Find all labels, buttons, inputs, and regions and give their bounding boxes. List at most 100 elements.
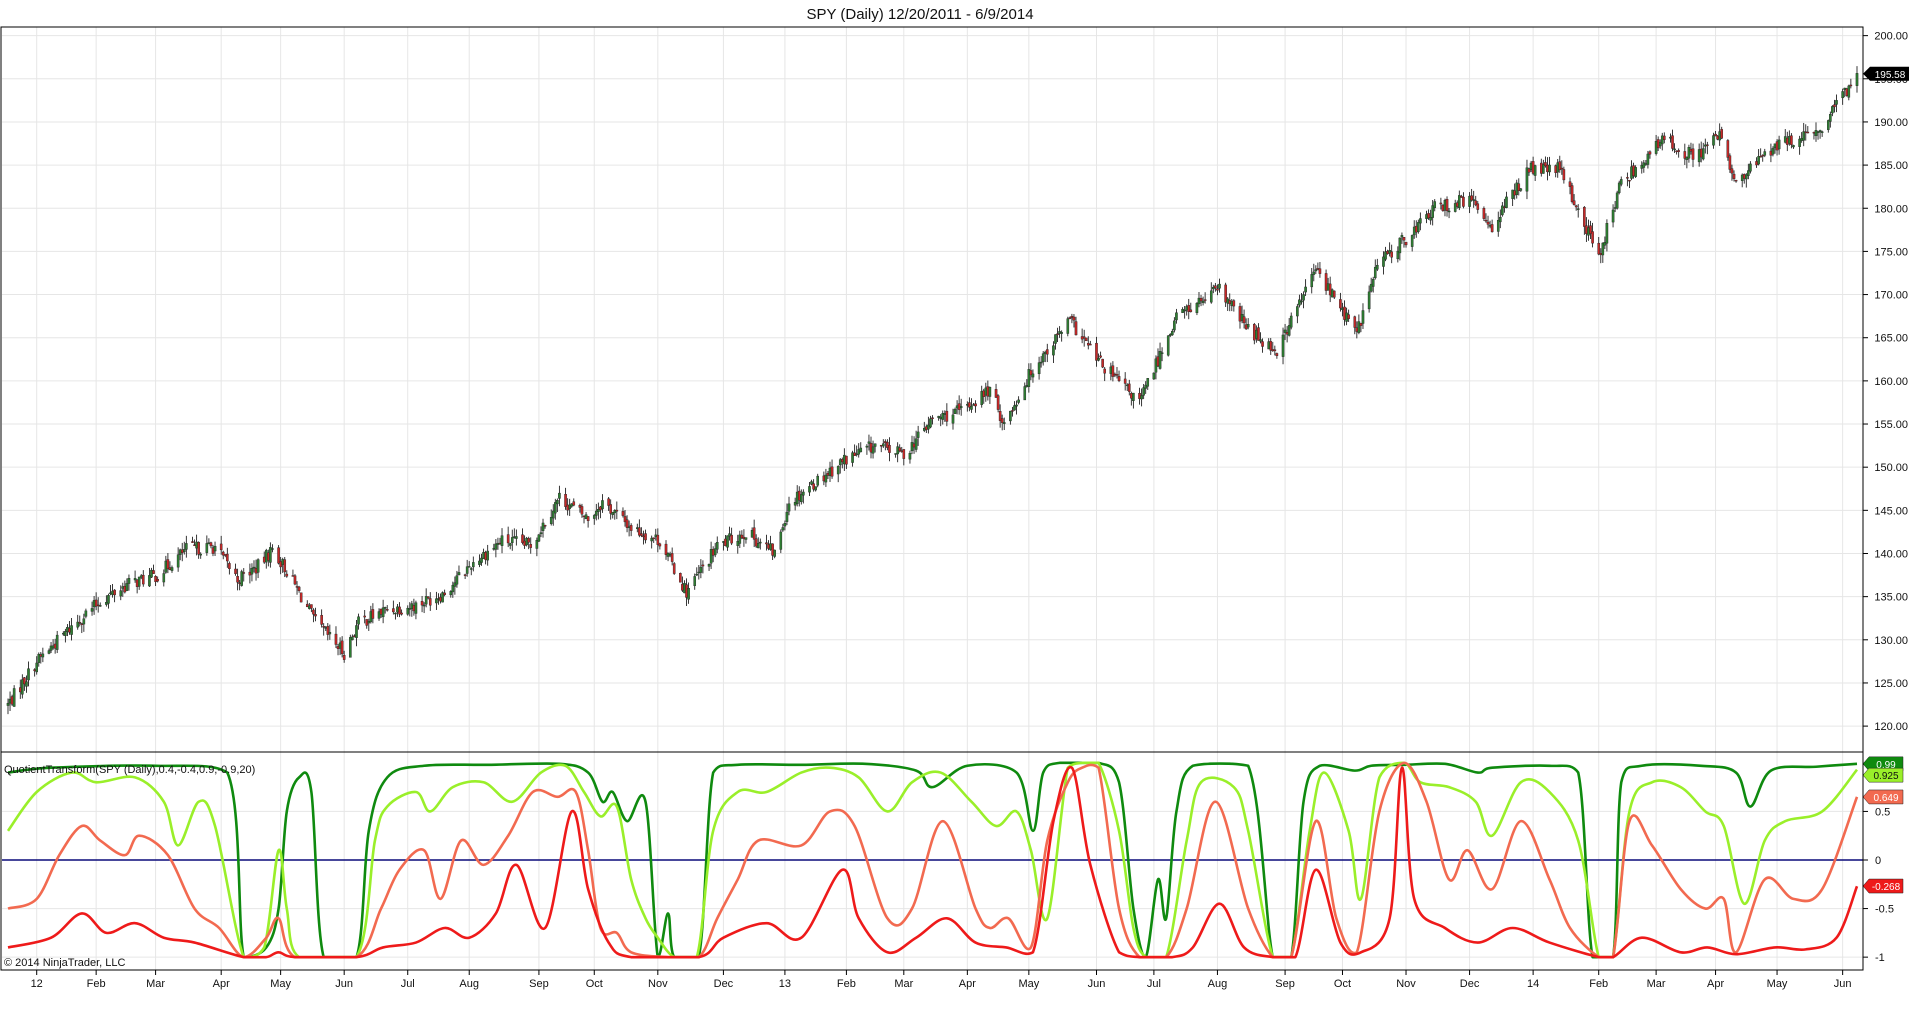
candle-body: [785, 511, 789, 522]
candle-body: [443, 592, 446, 596]
candle-body: [1427, 213, 1430, 219]
time-tick-label: Nov: [648, 978, 668, 990]
candle-body: [1171, 331, 1174, 336]
candle-body: [1798, 138, 1801, 147]
candle-body: [197, 542, 200, 555]
time-tick-label: Mar: [894, 978, 913, 990]
price-tick-label: 180.00: [1874, 203, 1908, 215]
price-tick-label: 155.00: [1874, 419, 1908, 431]
candle-body: [1216, 288, 1219, 291]
candle-body: [644, 533, 647, 541]
candle-body: [1576, 208, 1580, 210]
candle-body: [914, 438, 918, 450]
candle-body: [1474, 200, 1478, 206]
candle-body: [25, 681, 28, 687]
candle-body: [629, 525, 633, 531]
candle-body: [1726, 140, 1730, 158]
candle-body: [1628, 179, 1631, 182]
indicator-value-flag-label: -0.268: [1872, 882, 1901, 893]
candle-body: [1203, 299, 1207, 301]
candle-body: [1603, 242, 1607, 246]
candle-body: [1232, 300, 1236, 307]
candle-body: [119, 590, 123, 597]
price-tick-label: 130.00: [1874, 635, 1908, 647]
candle-body: [1146, 378, 1150, 387]
candle-body: [1544, 162, 1547, 167]
candle-body: [1841, 91, 1844, 99]
candle-body: [221, 551, 225, 556]
candle-body: [392, 608, 395, 613]
candle-body: [1013, 405, 1016, 411]
candle-body: [1369, 283, 1373, 292]
candle-body: [1302, 294, 1305, 301]
candle-body: [1027, 369, 1031, 387]
price-tick-label: 140.00: [1874, 548, 1908, 560]
candle-body: [1660, 135, 1664, 145]
candle-body: [480, 557, 483, 563]
candle-body: [1300, 300, 1303, 303]
candle-body: [1195, 302, 1199, 314]
candle-body: [191, 541, 194, 543]
candle-body: [314, 614, 317, 617]
candle-body: [554, 502, 557, 514]
candle-body: [638, 527, 641, 536]
candle-body: [1814, 130, 1818, 137]
candle-body: [1453, 203, 1457, 212]
candle-body: [1054, 334, 1057, 344]
candle-body: [312, 609, 315, 615]
candle-body: [726, 535, 729, 548]
candle-body: [494, 543, 498, 550]
candle-body: [740, 534, 744, 539]
candle-body: [865, 445, 869, 448]
candle-body: [406, 607, 410, 615]
candle-body: [998, 411, 1002, 421]
candle-body: [564, 493, 567, 507]
indicator-value-flag: 0.649: [1862, 789, 1904, 805]
candle-body: [1671, 135, 1674, 149]
time-tick-label: 12: [31, 978, 43, 990]
candle-body: [1011, 410, 1014, 412]
candle-body: [76, 621, 79, 628]
price-grid: [2, 27, 1863, 752]
candle-body: [1283, 329, 1287, 333]
indicator-value-flag: 0.925: [1862, 767, 1904, 783]
candle-body: [1468, 195, 1471, 207]
candle-body: [334, 633, 338, 645]
candle-body: [623, 516, 627, 523]
candle-body: [1269, 341, 1273, 351]
candle-body: [1140, 395, 1143, 400]
candle-body: [182, 549, 186, 552]
candle-body: [1275, 353, 1279, 357]
candle-body: [572, 501, 576, 506]
candle-body: [816, 475, 820, 486]
candle-body: [1144, 384, 1147, 389]
candle-body: [693, 576, 697, 586]
candle-body: [1734, 179, 1738, 182]
candle-body: [299, 592, 303, 603]
candle-body: [1462, 196, 1465, 207]
candle-body: [1771, 148, 1775, 155]
candle-body: [1802, 131, 1806, 141]
candle-body: [1160, 352, 1164, 354]
candle-body: [133, 578, 137, 581]
time-tick-label: Jun: [335, 978, 353, 990]
candle-body: [845, 455, 848, 465]
indicator-panel-border: [0, 751, 1864, 971]
candle-body: [521, 534, 524, 543]
candle-body: [541, 522, 545, 531]
candle-body: [219, 543, 223, 551]
candle-body: [449, 591, 453, 596]
candle-body: [457, 572, 461, 576]
candle-body: [1560, 167, 1564, 170]
candle-body: [1806, 131, 1810, 134]
candle-body: [1111, 365, 1115, 377]
candle-body: [1835, 100, 1838, 105]
candle-body: [269, 547, 272, 563]
candle-body: [342, 654, 346, 660]
candle-body: [802, 491, 805, 496]
candle-body: [838, 459, 842, 466]
candle-body: [1691, 148, 1695, 160]
candle-body: [1214, 285, 1217, 289]
candle-body: [148, 575, 151, 587]
